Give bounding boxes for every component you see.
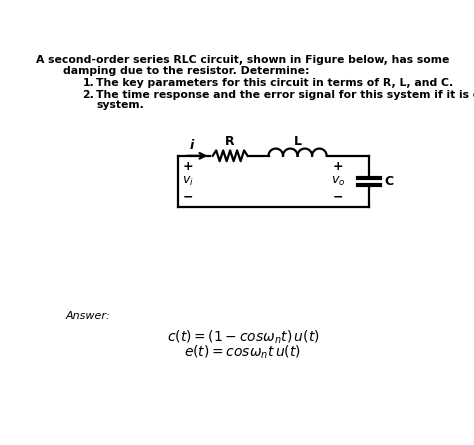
Text: The time response and the error signal for this system if it is called undamped: The time response and the error signal f… xyxy=(96,89,474,100)
Text: −: − xyxy=(182,190,193,203)
Text: i: i xyxy=(190,139,194,152)
Text: L: L xyxy=(293,135,301,148)
Text: C: C xyxy=(384,175,393,188)
Text: damping due to the resistor. Determine:: damping due to the resistor. Determine: xyxy=(63,66,310,76)
Text: The key parameters for this circuit in terms of R, L, and C.: The key parameters for this circuit in t… xyxy=(96,78,454,88)
Text: $v_i$: $v_i$ xyxy=(182,175,194,188)
Text: A second-order series RLC circuit, shown in Figure below, has some: A second-order series RLC circuit, shown… xyxy=(36,55,450,65)
Text: $e(t) = cos\omega_n t\, u(t)$: $e(t) = cos\omega_n t\, u(t)$ xyxy=(184,344,301,361)
Text: +: + xyxy=(182,160,193,173)
Text: system.: system. xyxy=(96,101,144,110)
Text: 1.: 1. xyxy=(82,78,94,88)
Text: $v_o$: $v_o$ xyxy=(331,175,346,188)
Text: 2.: 2. xyxy=(82,89,94,100)
Text: R: R xyxy=(225,135,235,148)
Text: +: + xyxy=(333,160,344,173)
Text: −: − xyxy=(333,190,344,203)
Text: $c(t) = (1 - cos\omega_n t)\, u(t)$: $c(t) = (1 - cos\omega_n t)\, u(t)$ xyxy=(166,328,319,346)
Text: Answer:: Answer: xyxy=(65,312,110,321)
